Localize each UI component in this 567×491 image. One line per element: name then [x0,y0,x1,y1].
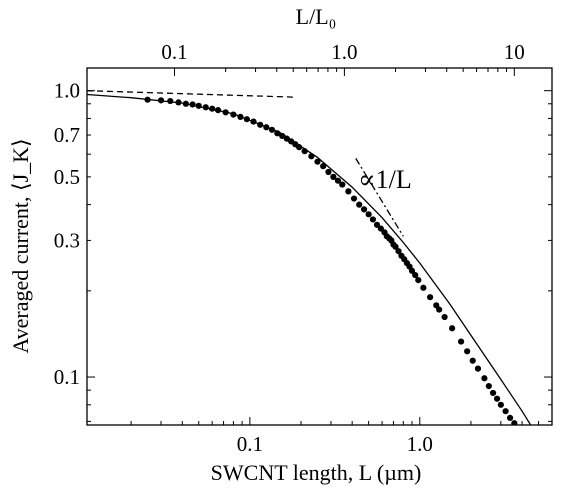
data-point [485,382,492,390]
x-axis-label: SWCNT length, L (µm) [211,460,422,485]
data-point [426,294,434,301]
data-point [469,357,476,364]
data-point [360,206,368,213]
curves [87,90,532,425]
data-point [175,99,182,106]
inverse-L-asymptote [355,158,404,237]
x-tick-label: 0.1 [237,432,263,456]
plot-frame [86,67,553,426]
axis-ticks [87,68,553,425]
data-point [392,243,399,250]
data-point [506,414,514,421]
data-point [481,375,488,382]
y-tick-label: 0.5 [54,165,80,189]
data-point [237,113,244,120]
data-point [301,148,308,155]
data-point [279,132,286,140]
data-point [441,313,448,321]
data-point [373,221,381,228]
data-point [489,389,497,397]
data-point [493,395,501,402]
y-tick-label: 1.0 [54,79,80,103]
data-point [369,216,377,223]
data-point [365,211,372,218]
data-point [144,96,151,103]
tick-labels: 0.1 1.0 0.1 1.0 10 1.0 0.7 0.5 0.3 0.1 [54,40,525,456]
data-point [263,124,270,131]
data-point [449,325,456,332]
y-tick-label: 0.3 [54,228,80,252]
short-length-asymptote [87,90,294,98]
data-point [524,437,530,443]
data-point [474,365,482,372]
data-point [511,420,518,425]
data-point [345,188,352,195]
data-point [167,97,174,105]
y-tick-label: 0.1 [54,365,80,389]
data-point [457,338,465,345]
data-point [412,271,419,279]
data-point [202,104,209,111]
data-point [420,284,427,291]
data-point [350,195,358,202]
data-point [250,118,257,125]
data-point [209,105,216,112]
top-x-axis-label: L/L₀ [296,4,337,29]
data-point [230,111,237,118]
data-point [377,225,384,232]
fit-curve [87,93,532,425]
data-point [395,248,402,255]
data-point [195,102,202,109]
data-point [257,121,264,128]
data-point [415,277,422,284]
data-point [243,116,250,123]
data-point [189,101,196,108]
data-point [517,428,523,434]
annotation-inverse-L: ∝1/L [358,165,412,194]
data-point [214,107,222,114]
top-x-tick-label: 1.0 [331,40,357,64]
data-point [334,177,342,184]
data-point [330,173,337,180]
top-x-tick-label: 0.1 [161,40,187,64]
data-point [436,306,443,313]
data-point [339,181,346,188]
data-point [325,168,332,176]
top-x-tick-label: 10 [504,40,525,64]
data-point [222,109,229,116]
data-point [464,348,471,355]
y-axis-label: Averaged current, ⟨J_K⟩ [8,138,33,353]
x-tick-label: 1.0 [407,432,433,456]
data-point [268,126,276,133]
data-point [497,401,504,408]
data-point [296,144,303,151]
y-tick-label: 0.7 [54,123,80,147]
data-point [408,267,416,274]
data-point [356,201,363,208]
data-point [182,100,189,107]
data-point [157,97,165,104]
data-point [314,158,321,165]
data-point [274,130,281,137]
data-points [144,96,530,443]
data-point [502,408,509,415]
data-point [320,163,327,170]
plot-border [86,67,553,426]
data-point [308,153,315,160]
